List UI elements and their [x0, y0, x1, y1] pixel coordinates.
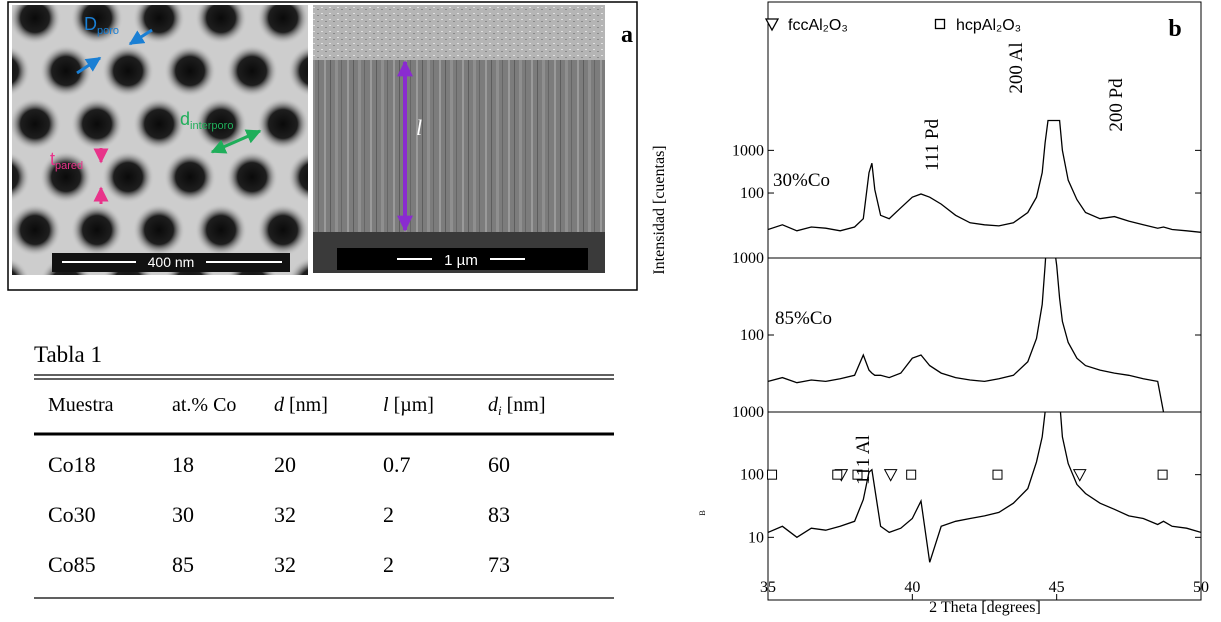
panel-b: b Intensidad [cuentas] 2 Theta [degrees]… [651, 1, 1209, 616]
y-tick-label: 1000 [732, 142, 764, 159]
panel-label: b [1168, 16, 1181, 42]
reference-marker [906, 469, 917, 480]
sem-top-image [12, 5, 308, 275]
interpore-label: dinterporo [180, 109, 233, 132]
peak-annotation: 200 Al [1006, 42, 1027, 93]
table-cell: Co85 [48, 552, 96, 577]
table-cell: 0.7 [383, 452, 411, 477]
wall-label: tpared [50, 149, 83, 172]
y-tick-label: 100 [740, 327, 764, 344]
panel-series-label: 85%Co [775, 308, 832, 329]
peak-annotation: 200 Pd [1106, 78, 1127, 132]
plot-frame [767, 1, 1202, 601]
arrow [128, 28, 153, 46]
pore-diameter-label: Dporo [84, 14, 119, 37]
legend-label: hcpAl₂O₃ [956, 17, 1021, 34]
x-tick-label: 50 [1193, 579, 1209, 596]
xrd-trace [768, 119, 1201, 233]
peak-annotation: 111 Al [853, 435, 874, 485]
legend-label: fccAl₂O₃ [788, 17, 848, 34]
reference-marker [992, 469, 1003, 480]
thickness-label: l [416, 115, 422, 140]
side-mark: B [698, 510, 707, 515]
xrd-trace [768, 412, 1201, 563]
y-tick-label: 1000 [732, 250, 764, 267]
table-cell: 85 [172, 552, 194, 577]
scale-bar-bg [52, 253, 290, 272]
header-cell: Muestra [48, 394, 114, 416]
header-cell: di [nm] [488, 394, 546, 418]
peak-annotation: 111 Pd [922, 119, 943, 171]
y-tick-label: 100 [740, 185, 764, 202]
reference-marker [883, 469, 898, 482]
reference-marker [767, 469, 778, 480]
x-tick-label: 40 [904, 579, 920, 596]
y-tick-label: 10 [748, 529, 764, 546]
y-tick-label: 1000 [732, 404, 764, 421]
scale-label: 400 nm [148, 254, 195, 270]
table-cell: 2 [383, 502, 394, 527]
legend-symbol [764, 18, 780, 32]
arrow [76, 56, 102, 75]
y-tick-label: 100 [740, 467, 764, 484]
reference-marker [832, 469, 843, 480]
reference-marker [1157, 469, 1168, 480]
table-cell: 32 [274, 552, 296, 577]
table-cell: 20 [274, 452, 296, 477]
scale-bar-bg [337, 248, 588, 270]
table: Tabla 1 Muestra at.% Co d [nm] l [µm] di [n… [34, 342, 614, 599]
table-cell: 60 [488, 452, 510, 477]
table-caption: Tabla 1 [34, 342, 102, 367]
reference-marker [852, 469, 863, 480]
panel-a: 400 nm Dporo dinterporo tpared l 1 µm a [7, 1, 638, 291]
header-cell: at.% Co [172, 394, 236, 416]
sem-surface [313, 5, 605, 60]
table-body: Co18 18 20 0.7 60 Co30 30 32 2 83 Co85 85 32 2 73 [48, 452, 510, 577]
header-cell: l [µm] [383, 394, 434, 416]
xrd-trace [768, 258, 1165, 412]
table-cell: 18 [172, 452, 194, 477]
legend-symbol [934, 18, 946, 30]
table-cell: 2 [383, 552, 394, 577]
table-cell: Co18 [48, 452, 96, 477]
x-tick-label: 35 [760, 579, 776, 596]
x-axis-label: 2 Theta [degrees] [929, 599, 1041, 616]
y-axis-label: Intensidad [cuentas] [651, 145, 668, 274]
table-cell: Co30 [48, 502, 96, 527]
reference-marker [1072, 469, 1087, 482]
x-tick-label: 45 [1049, 579, 1065, 596]
table-cell: 30 [172, 502, 194, 527]
table-cell: 83 [488, 502, 510, 527]
panel-series-label: 30%Co [773, 170, 830, 191]
table-cell: 73 [488, 552, 510, 577]
panel-label: a [621, 22, 633, 48]
header-cell: d [nm] [274, 394, 328, 416]
scale-label: 1 µm [444, 252, 478, 269]
arrow [210, 129, 262, 154]
table-cell: 32 [274, 502, 296, 527]
